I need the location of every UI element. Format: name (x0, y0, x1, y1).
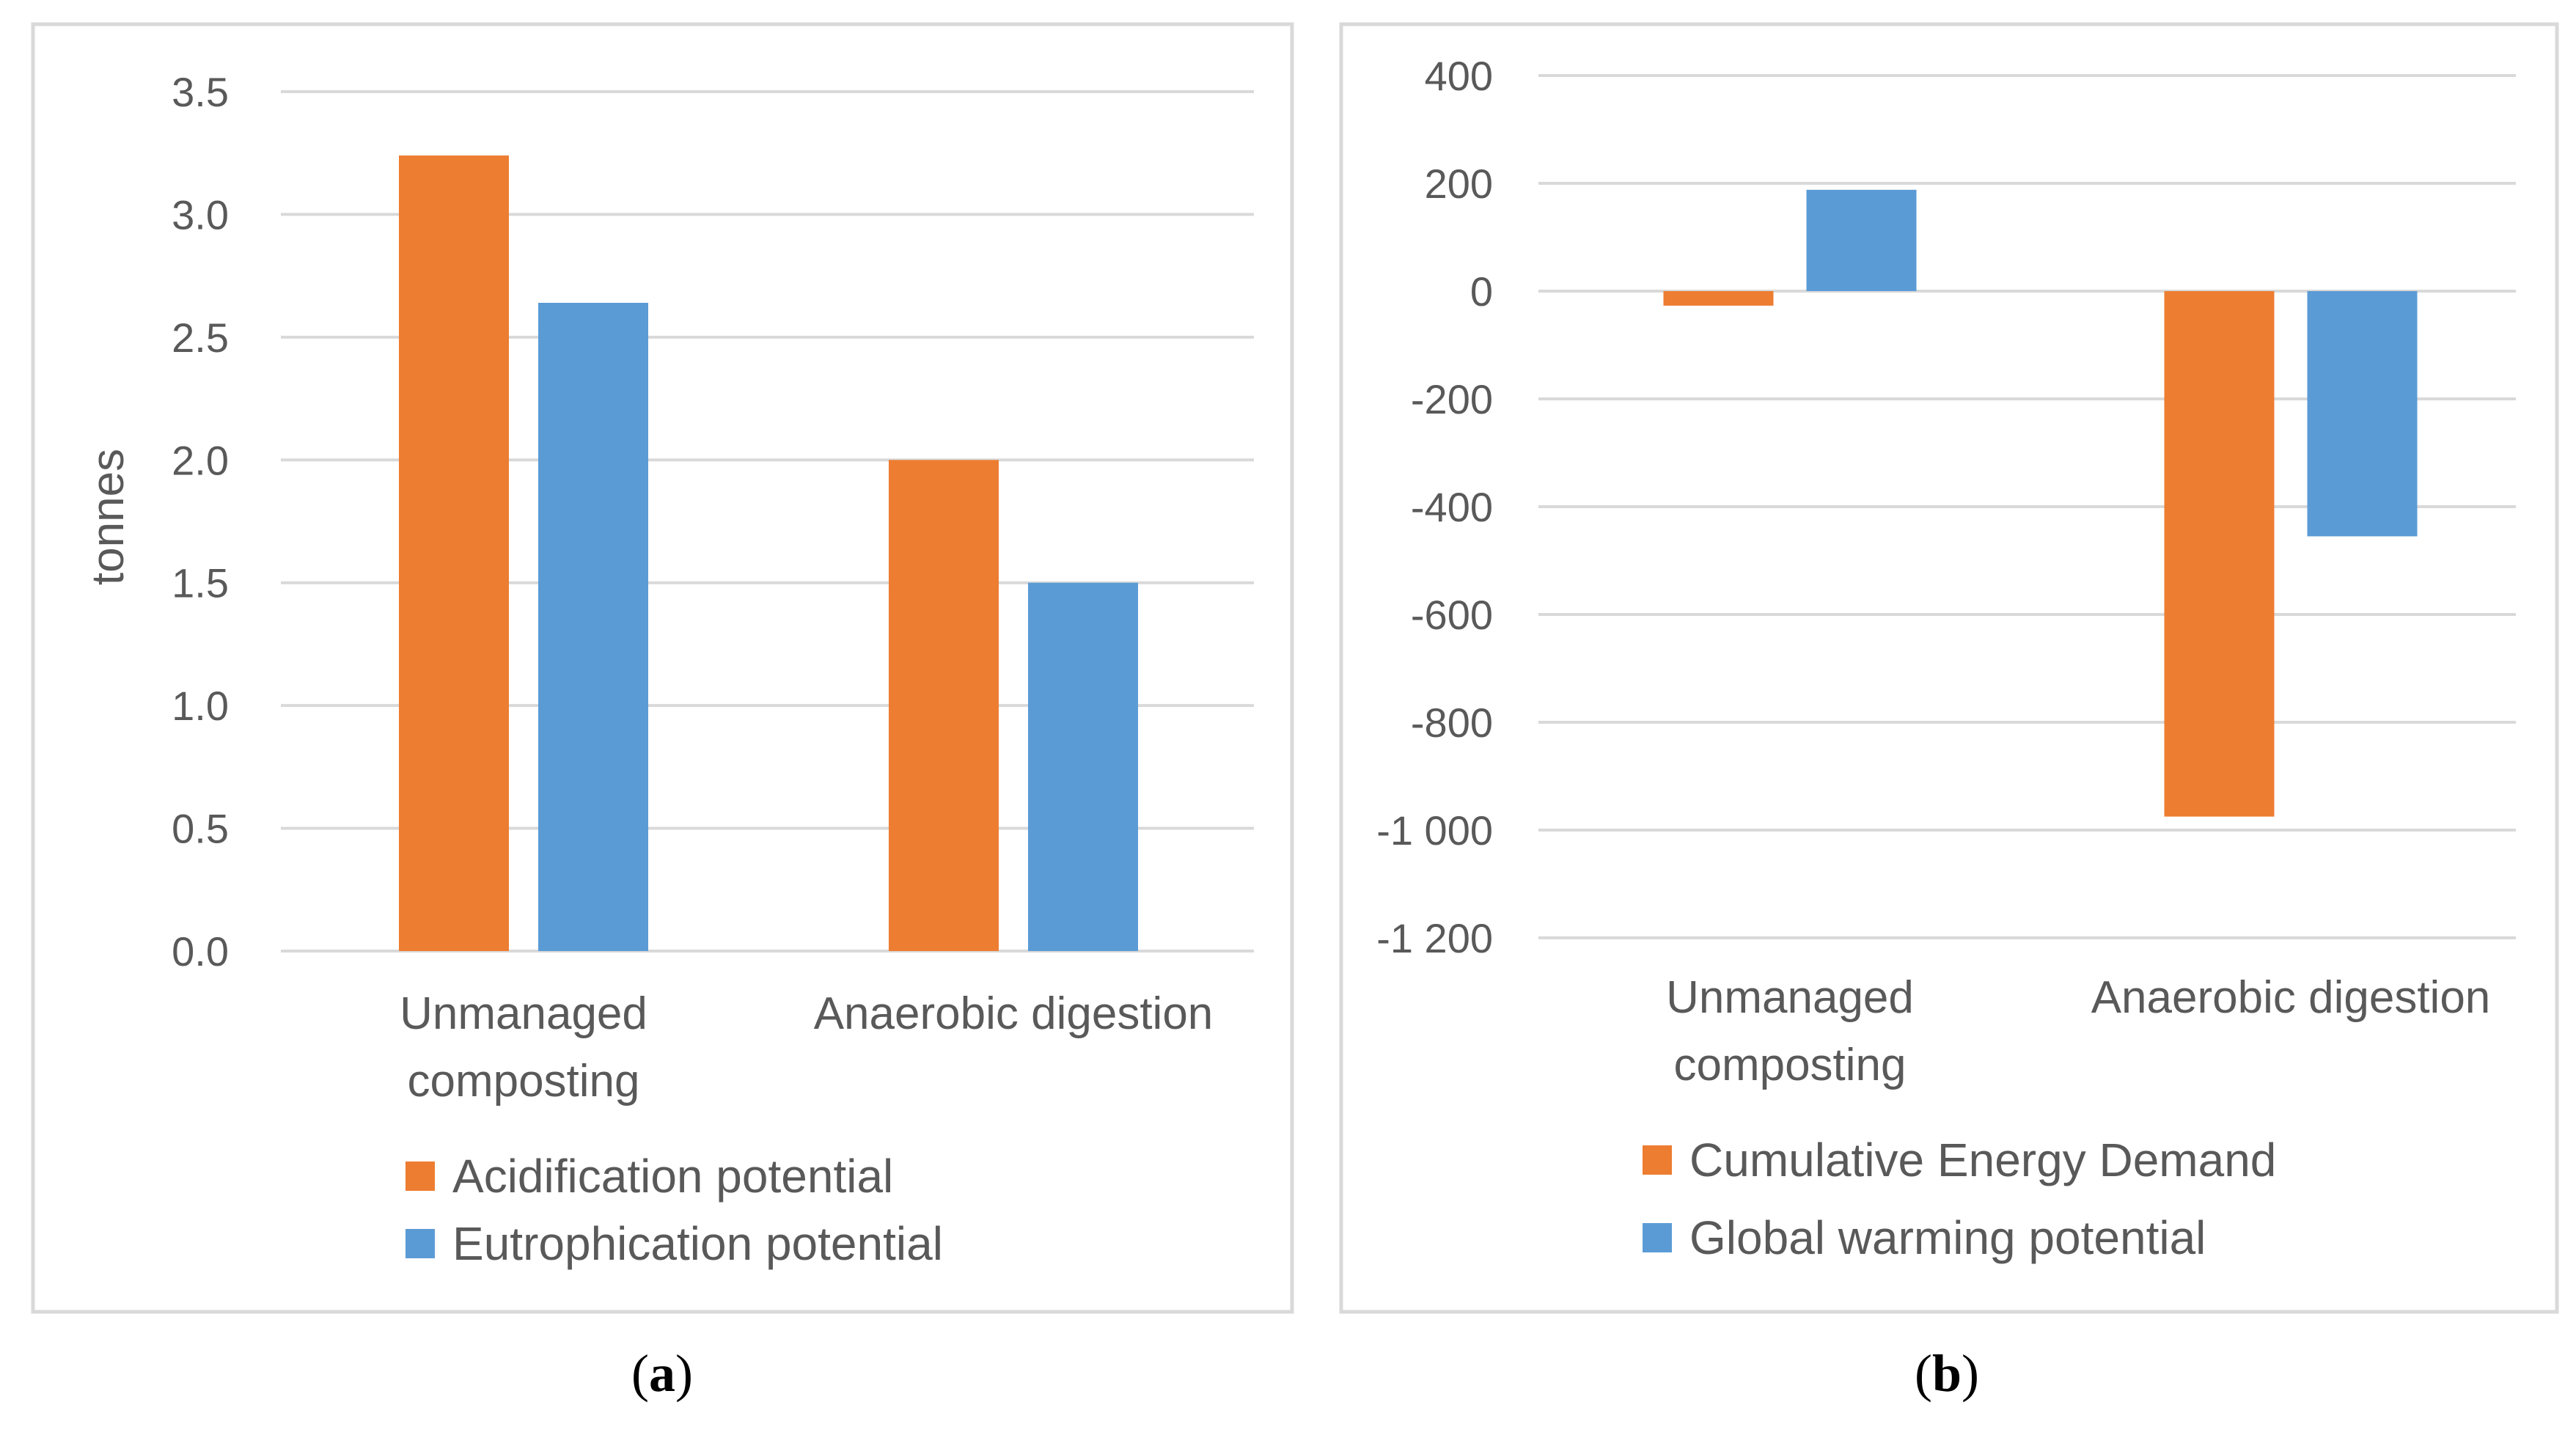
x-category-label: Unmanaged composting (400, 988, 647, 1106)
bar-global-warming-potential-anaerobic-digestion (2307, 291, 2418, 537)
legend-b: Cumulative Energy Demand Global warming p… (1643, 1134, 2276, 1264)
legend-swatch (406, 1161, 435, 1191)
y-tick-label: -400 (1411, 484, 1493, 530)
y-tick-label: 200 (1425, 161, 1493, 207)
y-tick-label: 1.0 (172, 683, 229, 729)
bars-b (1663, 189, 2418, 817)
bars-a (399, 155, 1138, 951)
y-tick-label: -600 (1411, 592, 1493, 638)
y-tick-label: 400 (1425, 53, 1493, 99)
x-category-label: Anaerobic digestion (2091, 972, 2491, 1023)
bar-cumulative-energy-demand-anaerobic-digestion (2164, 291, 2275, 817)
bar-global-warming-potential-unmanaged-composting (1806, 189, 1917, 291)
legend-a: Acidification potential Eutrophication po… (406, 1150, 943, 1270)
y-tick-labels-a: 0.0 0.5 1.0 1.5 2.0 2.5 3.0 3.5 (172, 69, 229, 975)
caption-b: (b) (1915, 1344, 1979, 1403)
y-tick-label: 2.0 (172, 437, 229, 483)
chart-frame-b (1339, 22, 2559, 1314)
y-tick-labels-b: 400 200 0 -200 -400 -600 -800 -1 000 -1 200 (1376, 53, 1493, 961)
x-category-label: Anaerobic digestion (814, 988, 1214, 1039)
y-axis-label-a: tonnes (83, 449, 133, 585)
chart-panel-a: 0.0 0.5 1.0 1.5 2.0 2.5 3.0 3.5 Unmanaged compos… (31, 22, 1294, 1314)
y-tick-label: -200 (1411, 376, 1493, 422)
x-category-labels-b: Unmanaged composting Anaerobic digestion (1666, 972, 2490, 1090)
y-tick-label: -1 000 (1376, 807, 1493, 854)
y-tick-label: -1 200 (1376, 915, 1493, 961)
y-tick-label: 3.5 (172, 69, 229, 115)
x-category-labels-a: Unmanaged composting Anaerobic digestion (400, 988, 1213, 1106)
bar-acidification-potential-unmanaged-composting (399, 155, 509, 951)
y-tick-label: 0.5 (172, 806, 229, 852)
x-category-label: Unmanaged composting (1666, 972, 1914, 1090)
y-tick-label: 1.5 (172, 560, 229, 606)
bar-acidification-potential-anaerobic-digestion (889, 460, 999, 951)
caption-a: (a) (631, 1344, 693, 1403)
bar-cumulative-energy-demand-unmanaged-composting (1663, 291, 1774, 306)
legend-label: Acidification potential (452, 1150, 893, 1203)
y-tick-label: 0.0 (172, 928, 229, 975)
caption-a-letter: a (649, 1344, 675, 1403)
y-tick-label: 0 (1470, 268, 1493, 315)
y-tick-label: 2.5 (172, 315, 229, 361)
bar-eutrophication-potential-unmanaged-composting (538, 302, 648, 951)
legend-label: Cumulative Energy Demand (1689, 1134, 2276, 1186)
bar-eutrophication-potential-anaerobic-digestion (1028, 582, 1138, 951)
legend-label: Eutrophication potential (452, 1217, 943, 1270)
caption-b-letter: b (1932, 1344, 1962, 1403)
y-tick-label: -800 (1411, 700, 1493, 746)
chart-panel-b: 400 200 0 -200 -400 -600 -800 -1 000 -1 200 Unma… (1339, 22, 2559, 1314)
legend-label: Global warming potential (1689, 1211, 2206, 1264)
y-tick-label: 3.0 (172, 191, 229, 238)
legend-swatch (1643, 1223, 1672, 1252)
legend-swatch (1643, 1145, 1672, 1175)
legend-swatch (406, 1229, 435, 1258)
